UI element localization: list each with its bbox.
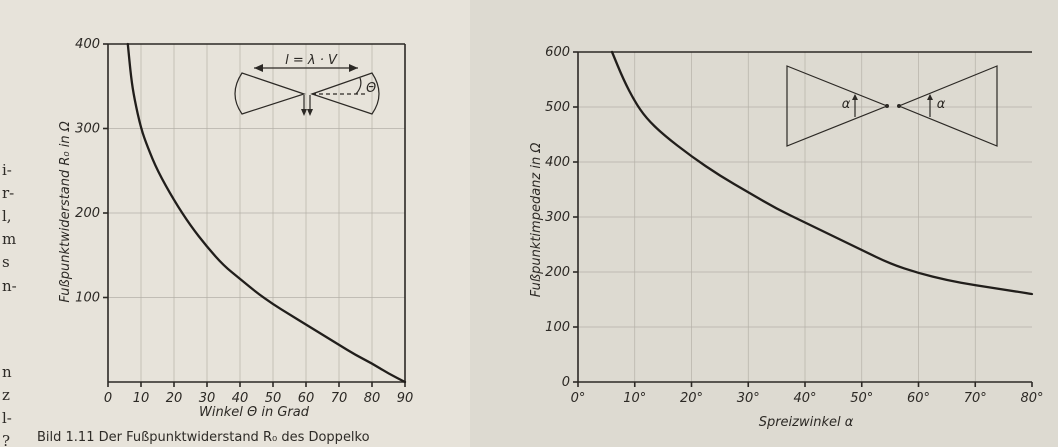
chart-right-x-tick-label: 20° (680, 391, 703, 406)
chart-right-y-tick-label: 100 (545, 320, 570, 335)
left-page-background (0, 0, 470, 447)
margin-text-fragment: m (2, 230, 16, 248)
chart-right-y-tick-label: 300 (545, 210, 570, 225)
chart-right: 0° 10° 20° 30° 40° 50° 60° 70° 80° 0 100 200 300 400… (529, 45, 1044, 430)
chart-left-inset-feed-arrow-2 (307, 109, 313, 116)
margin-text-fragment: l- (2, 409, 12, 427)
chart-right-x-tick-label: 70° (964, 391, 987, 406)
right-page-background (470, 0, 1058, 447)
chart-left-inset-left-arrowhead (254, 64, 263, 72)
margin-text-fragment: l, (2, 207, 12, 225)
margin-text-fragment: s (2, 253, 10, 271)
chart-left-x-tick-label: 0 (104, 391, 112, 406)
chart-left-y-tick-label: 400 (75, 37, 100, 52)
chart-left-inset-angle-arc (355, 77, 362, 95)
chart-left-inset-feed-arrow-1 (301, 109, 307, 116)
margin-text-fragment: n- (2, 277, 17, 295)
chart-left-x-tick-label: 60 (298, 391, 315, 406)
chart-left-inset-theta: Θ (366, 81, 376, 96)
chart-right-x-tick-label: 10° (623, 391, 646, 406)
chart-left-y-tick-labels: 100 200 300 400 (75, 37, 100, 306)
chart-left-inset-right-arrowhead (349, 64, 358, 72)
margin-text-fragment: i- (2, 161, 12, 179)
chart-left-antenna-inset: l = λ · V Θ (234, 53, 380, 116)
chart-left-x-tick-label: 10 (133, 391, 150, 406)
chart-left-y-tick-label: 100 (75, 291, 100, 306)
left-margin-text: i-r-l, ms n-nz l-? (2, 161, 17, 447)
chart-left-x-axis-label: Winkel Θ in Grad (199, 405, 310, 420)
chart-right-x-tick-label: 50° (850, 391, 873, 406)
chart-left-x-tick-label: 90 (397, 391, 414, 406)
chart-right-y-tick-label: 400 (545, 155, 570, 170)
chart-right-x-axis-label: Spreizwinkel α (759, 415, 854, 430)
chart-right-x-tick-label: 40° (793, 391, 816, 406)
chart-left-x-tick-label: 70 (331, 391, 348, 406)
chart-right-inset-left-triangle (786, 65, 889, 147)
chart-right-y-tick-label: 200 (545, 265, 570, 280)
margin-text-fragment: z (2, 386, 10, 404)
chart-right-inset-right-angle-arrow (927, 94, 933, 100)
chart-left-inset-right-lobe (310, 72, 380, 115)
chart-left: 0 10 20 30 40 50 60 70 80 90 100 200 300 400 Winkel … (58, 37, 413, 420)
margin-text-fragment: n (2, 363, 12, 381)
chart-left-x-tick-label: 80 (364, 391, 381, 406)
chart-right-series-line (610, 50, 1034, 296)
chart-right-x-tick-label: 80° (1020, 391, 1043, 406)
chart-left-y-tick-label: 300 (75, 122, 100, 137)
margin-text-fragment: r- (2, 184, 14, 202)
chart-right-x-tick-label: 30° (737, 391, 760, 406)
chart-left-series-line (126, 42, 407, 384)
chart-right-x-tick-labels: 0° 10° 20° 30° 40° 50° 60° 70° 80° (571, 391, 1044, 406)
chart-right-y-axis-label: Fußpunktimpedanz in Ω (529, 143, 544, 298)
chart-right-grid (573, 51, 1033, 387)
chart-left-x-tick-label: 20 (166, 391, 183, 406)
chart-right-x-tick-label: 60° (907, 391, 930, 406)
chart-left-x-tick-label: 40 (232, 391, 249, 406)
left-caption-fragment: Bild 1.11 Der Fußpunktwiderstand R₀ des … (37, 430, 370, 445)
chart-right-x-tick-label: 0° (571, 391, 586, 406)
chart-left-x-tick-label: 30 (199, 391, 216, 406)
chart-left-inset-formula: l = λ · V (285, 53, 338, 68)
chart-left-y-axis-label: Fußpunktwiderstand R₀ in Ω (58, 121, 73, 302)
chart-right-inset-left-angle-arrow (852, 94, 858, 100)
chart-right-y-tick-label: 0 (562, 375, 570, 390)
chart-right-inset-alpha-right: α (937, 97, 946, 112)
chart-left-grid (103, 43, 406, 387)
chart-left-inset-left-lobe (234, 72, 306, 115)
chart-right-y-tick-labels: 0 100 200 300 400 500 600 (545, 45, 570, 390)
chart-right-antenna-inset: α α (786, 65, 998, 147)
chart-right-y-tick-label: 600 (545, 45, 570, 60)
margin-text-fragment: ? (2, 432, 10, 447)
chart-left-x-tick-labels: 0 10 20 30 40 50 60 70 80 90 (104, 391, 413, 406)
chart-left-y-tick-label: 200 (75, 206, 100, 221)
chart-left-x-tick-label: 50 (265, 391, 282, 406)
chart-right-inset-feed-right (897, 104, 901, 108)
chart-right-y-tick-label: 500 (545, 100, 570, 115)
chart-right-inset-alpha-left: α (842, 97, 851, 112)
chart-right-inset-feed-left (885, 104, 889, 108)
chart-right-inset-right-triangle (897, 65, 998, 147)
